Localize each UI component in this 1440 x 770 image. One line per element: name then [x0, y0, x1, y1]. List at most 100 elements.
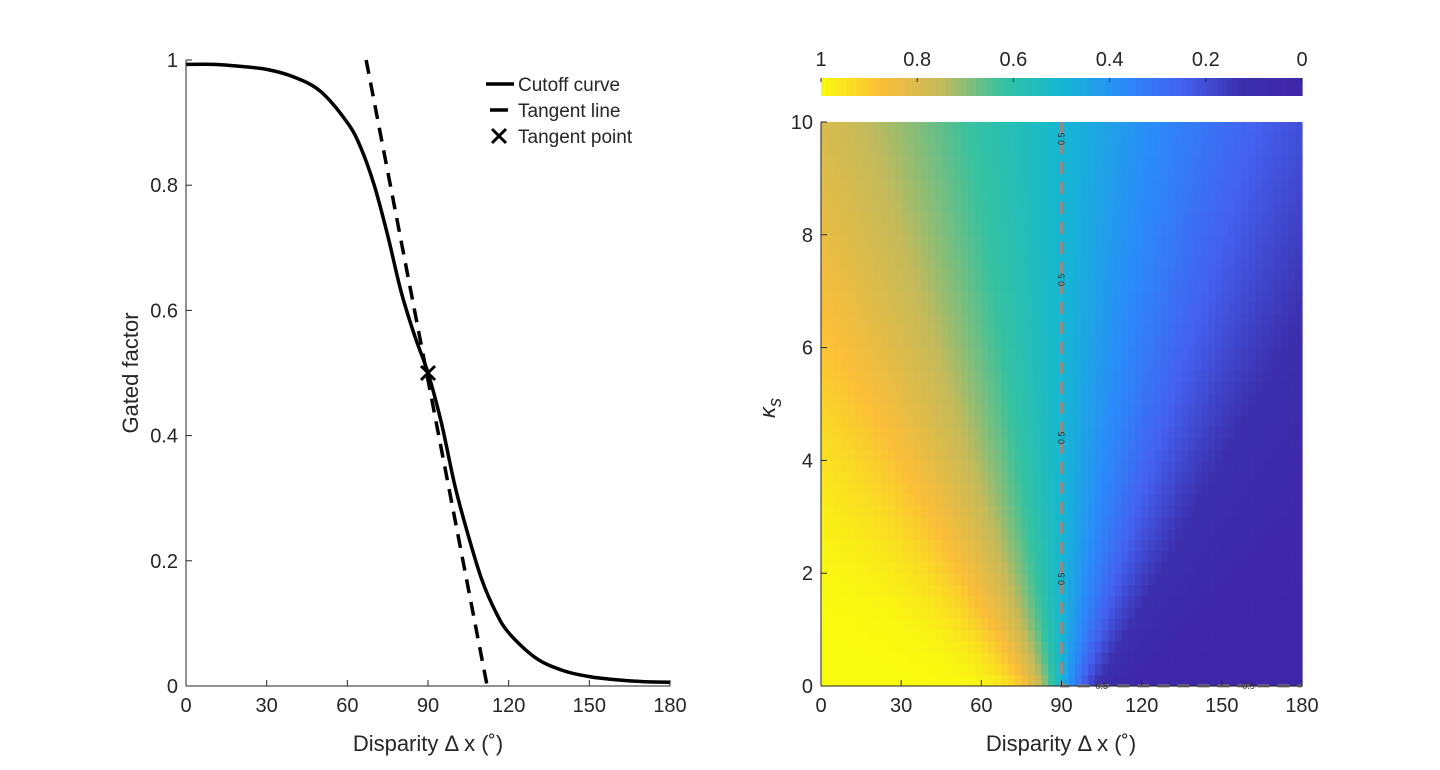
heatmap-cell: [841, 122, 849, 134]
heatmap-cell: [1281, 212, 1290, 225]
heatmap-cell: [1168, 629, 1176, 642]
heatmap-cell: [947, 494, 956, 507]
heatmap-cell: [974, 528, 982, 540]
heatmap-cell: [1255, 595, 1263, 608]
heatmap-cell: [1195, 133, 1203, 146]
heatmap-cell: [861, 392, 869, 405]
heatmap-cell: [1028, 652, 1036, 665]
heatmap-cell: [1041, 607, 1049, 619]
heatmap-cell: [1074, 336, 1083, 349]
heatmap-cell: [1255, 618, 1263, 631]
heatmap-cell: [841, 178, 849, 191]
heatmap-cell: [941, 561, 949, 574]
heatmap-cell: [1028, 629, 1036, 642]
heatmap-cell: [947, 167, 956, 179]
heatmap-cell: [1068, 347, 1076, 360]
heatmap-cell: [1215, 539, 1223, 552]
heatmap-cell: [854, 122, 862, 134]
heatmap-cell: [934, 482, 942, 495]
heatmap-cell: [1108, 618, 1116, 631]
heatmap-cell: [1188, 392, 1196, 405]
heatmap-cell: [1054, 392, 1063, 405]
heatmap-cell: [1008, 347, 1016, 360]
heatmap-cell: [1261, 550, 1270, 563]
heatmap-cell: [1195, 494, 1203, 507]
heatmap-cell: [847, 189, 856, 202]
heatmap-cell: [1021, 155, 1029, 168]
heatmap-cell: [1048, 674, 1056, 687]
heatmap-cell: [1074, 234, 1083, 247]
heatmap-cell: [841, 561, 849, 574]
heatmap-cell: [1221, 223, 1230, 236]
heatmap-cell: [1248, 257, 1256, 270]
heatmap-cell: [1048, 505, 1056, 518]
heatmap-cell: [981, 358, 989, 371]
heatmap-cell: [927, 528, 936, 540]
heatmap-cell: [901, 595, 909, 608]
heatmap-cell: [1155, 155, 1163, 168]
heatmap-cell: [861, 595, 869, 608]
heatmap-cell: [1175, 234, 1183, 247]
heatmap-cell: [1034, 618, 1043, 631]
heatmap-cell: [1201, 189, 1210, 202]
heatmap-cell: [994, 607, 1002, 619]
heatmap-cell: [1241, 607, 1250, 619]
heatmap-cell: [1041, 189, 1049, 202]
heatmap-cell: [1014, 629, 1023, 642]
heatmap-cell: [921, 313, 929, 326]
heatmap-cell: [861, 640, 869, 653]
heatmap-cell: [1068, 460, 1076, 473]
heatmap-cell: [1235, 223, 1243, 236]
heatmap-cell: [1061, 381, 1069, 394]
heatmap-cell: [861, 415, 869, 428]
heatmap-cell: [967, 212, 976, 225]
heatmap-cell: [994, 550, 1002, 563]
heatmap-cell: [1094, 437, 1103, 450]
heatmap-cell: [1275, 415, 1283, 428]
heatmap-cell: [1101, 167, 1109, 179]
heatmap-cell: [1121, 404, 1129, 416]
heatmap-cell: [1181, 663, 1190, 676]
colorbar-segment: [1091, 78, 1098, 96]
heatmap-cell: [1195, 640, 1203, 653]
heatmap-cell: [994, 291, 1002, 304]
heatmap-cell: [1108, 212, 1116, 225]
heatmap-cell: [1081, 325, 1089, 337]
heatmap-cell: [1094, 234, 1103, 247]
heatmap-cell: [1081, 516, 1089, 529]
heatmap-cell: [1148, 155, 1156, 168]
heatmap-cell: [1121, 539, 1129, 552]
heatmap-cell: [1161, 189, 1169, 202]
heatmap-cell: [821, 437, 829, 450]
heatmap-cell: [1081, 404, 1089, 416]
heatmap-cell: [1161, 178, 1169, 191]
heatmap-cell: [854, 268, 862, 281]
heatmap-cell: [821, 471, 829, 484]
heatmap-cell: [1241, 663, 1250, 676]
heatmap-cell: [1028, 505, 1036, 518]
heatmap-cell: [1074, 212, 1083, 225]
heatmap-cell: [927, 539, 936, 552]
heatmap-cell: [1275, 133, 1283, 146]
heatmap-cell: [1008, 313, 1016, 326]
heatmap-cell: [847, 640, 856, 653]
heatmap-cell: [954, 482, 962, 495]
heatmap-cell: [1255, 404, 1263, 416]
heatmap-cell: [961, 370, 969, 383]
heatmap-cell: [1101, 607, 1109, 619]
heatmap-cell: [914, 629, 922, 642]
heatmap-cell: [847, 584, 856, 597]
heatmap-cell: [1161, 246, 1169, 258]
heatmap-cell: [1288, 257, 1296, 270]
heatmap-cell: [1068, 437, 1076, 450]
heatmap-cell: [1295, 618, 1303, 631]
heatmap-cell: [1155, 471, 1163, 484]
heatmap-cell: [1221, 347, 1230, 360]
heatmap-cell: [1221, 516, 1230, 529]
heatmap-cell: [1061, 584, 1069, 597]
heatmap-cell: [1261, 257, 1270, 270]
heatmap-cell: [1295, 460, 1303, 473]
heatmap-cell: [1021, 302, 1029, 315]
heatmap-cell: [941, 200, 949, 213]
heatmap-cell: [1034, 550, 1043, 563]
